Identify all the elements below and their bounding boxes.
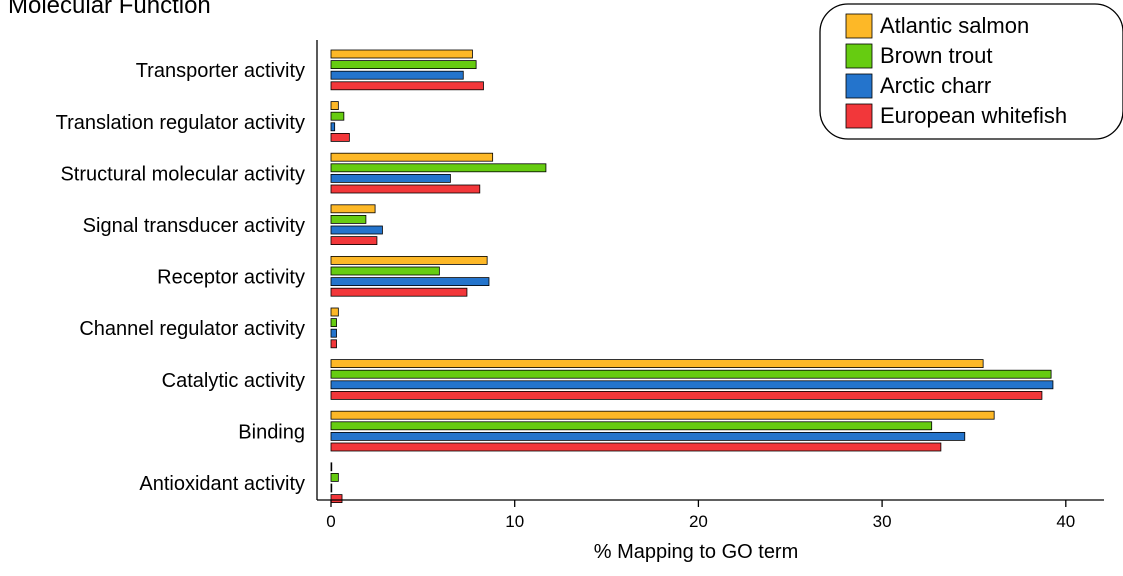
bar-european-whitefish xyxy=(330,132,350,142)
bar-atlantic-salmon xyxy=(330,410,995,420)
bar-brown-trout xyxy=(330,60,477,69)
bar-arctic-charr xyxy=(330,328,337,338)
bar-european-whitefish xyxy=(330,287,468,297)
legend-swatch xyxy=(845,73,873,99)
bar-brown-trout xyxy=(330,266,440,276)
category-label: Antioxidant activity xyxy=(139,473,305,495)
bar-european-whitefish xyxy=(330,390,1043,400)
legend-swatch xyxy=(845,43,873,69)
bar-atlantic-salmon xyxy=(330,359,984,369)
category-label: Structural molecular activity xyxy=(60,163,305,185)
legend-swatch xyxy=(845,103,873,129)
bar-european-whitefish xyxy=(330,339,337,349)
x-tick-label: 30 xyxy=(873,512,892,531)
legend-label: Arctic charr xyxy=(880,73,991,98)
legend-label: Atlantic salmon xyxy=(880,13,1029,38)
category-label: Signal transducer activity xyxy=(83,215,305,237)
legend-label: European whitefish xyxy=(880,103,1067,128)
bar-european-whitefish xyxy=(330,81,484,91)
legend-box xyxy=(819,3,1123,140)
bar-brown-trout xyxy=(330,421,933,431)
bar-arctic-charr xyxy=(330,380,1054,390)
category-label: Translation regulator activity xyxy=(56,112,305,134)
bar-brown-trout xyxy=(330,318,337,328)
legend-swatch xyxy=(845,13,873,39)
category-label: Channel regulator activity xyxy=(79,318,305,340)
x-tick-label: 20 xyxy=(689,512,708,531)
category-labels: Transporter activity Translation regulato… xyxy=(56,60,305,495)
bar-european-whitefish xyxy=(330,236,378,246)
bar-atlantic-salmon xyxy=(330,204,376,214)
legend-items: Atlantic salmon Brown trout Arctic charr Eu… xyxy=(845,13,1067,129)
bar-atlantic-salmon xyxy=(330,49,473,59)
chart-title: Molecular Function xyxy=(8,0,211,19)
bar-brown-trout xyxy=(330,369,1052,379)
bars-layer xyxy=(330,49,1054,504)
bar-arctic-charr xyxy=(330,277,490,287)
category-label: Binding xyxy=(238,421,305,443)
bar-arctic-charr xyxy=(330,70,464,80)
category-label: Transporter activity xyxy=(136,60,305,82)
bar-arctic-charr xyxy=(330,483,333,493)
bar-brown-trout xyxy=(330,111,345,121)
bar-arctic-charr xyxy=(330,225,383,235)
x-tick-label: 0 xyxy=(326,512,335,531)
legend-label: Brown trout xyxy=(880,43,993,68)
x-axis-ticks: 0 10 20 30 40 xyxy=(326,500,1075,531)
x-axis-title: % Mapping to GO term xyxy=(594,541,799,563)
bar-arctic-charr xyxy=(330,431,966,441)
bar-atlantic-salmon xyxy=(330,255,488,265)
bar-arctic-charr xyxy=(330,122,336,132)
x-tick-label: 10 xyxy=(505,512,524,531)
bar-brown-trout xyxy=(330,472,339,482)
category-label: Receptor activity xyxy=(157,267,305,289)
bar-atlantic-salmon xyxy=(330,462,333,472)
x-tick-label: 40 xyxy=(1056,512,1075,531)
bar-arctic-charr xyxy=(330,173,451,183)
bar-european-whitefish xyxy=(330,494,343,504)
bar-brown-trout xyxy=(330,163,547,173)
bar-european-whitefish xyxy=(330,442,942,452)
bar-european-whitefish xyxy=(330,184,481,194)
bar-brown-trout xyxy=(330,214,367,224)
bar-atlantic-salmon xyxy=(330,101,339,110)
category-label: Catalytic activity xyxy=(162,370,305,392)
bar-atlantic-salmon xyxy=(330,307,339,317)
bar-atlantic-salmon xyxy=(330,152,494,162)
legend: Atlantic salmon Brown trout Arctic charr Eu… xyxy=(819,3,1123,140)
